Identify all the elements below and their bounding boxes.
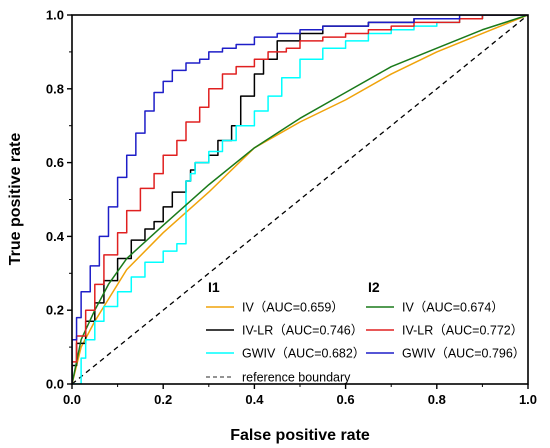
legend-label-reference: reference boundary (242, 371, 351, 385)
roc-series-line-i2-3 (72, 15, 528, 384)
legend-label: IV（AUC=0.659） (242, 301, 344, 315)
legend-group-title: I1 (208, 279, 220, 295)
x-tick-label: 0.2 (154, 392, 172, 407)
y-axis-title: True positive rate (7, 133, 24, 266)
legend-label: IV-LR（AUC=0.772） (402, 324, 523, 338)
y-tick-label: 0.2 (46, 303, 64, 318)
y-tick-label: 0.0 (46, 377, 64, 392)
x-tick-label: 0.4 (245, 392, 264, 407)
y-tick-label: 0.6 (46, 155, 64, 170)
roc-series-line-i2-4 (72, 15, 528, 384)
x-tick-label: 0.0 (63, 392, 81, 407)
roc-series-line-i1-0 (72, 15, 528, 384)
legend-label: IV-LR（AUC=0.746） (242, 324, 363, 338)
legend-group-title: I2 (368, 279, 380, 295)
y-tick-label: 1.0 (46, 8, 64, 23)
x-axis-title: False positive rate (230, 427, 370, 444)
roc-series-line-i1-2 (72, 15, 528, 384)
legend-label: GWIV（AUC=0.682） (242, 347, 365, 361)
legend-label: IV（AUC=0.674） (402, 301, 504, 315)
roc-series-line-i2-5 (72, 15, 528, 384)
reference-boundary-line (72, 15, 528, 384)
legend-label: GWIV（AUC=0.796） (402, 347, 525, 361)
y-tick-label: 0.8 (46, 81, 64, 96)
x-tick-label: 0.6 (337, 392, 355, 407)
x-tick-label: 1.0 (519, 392, 537, 407)
x-tick-label: 0.8 (428, 392, 446, 407)
y-tick-label: 0.4 (46, 229, 65, 244)
